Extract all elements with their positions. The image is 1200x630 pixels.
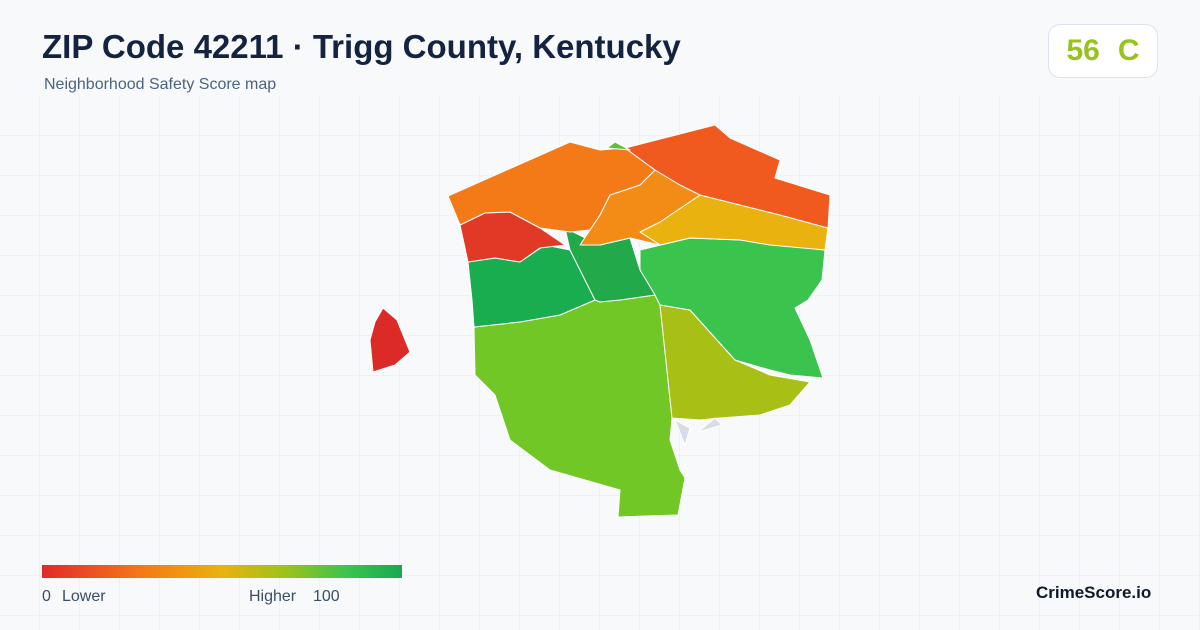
legend-min: 0 <box>42 588 51 605</box>
region <box>447 141 656 233</box>
score-value: 56 <box>1066 34 1100 67</box>
score-badge: 56 C <box>1048 24 1158 78</box>
legend-max: 100 <box>313 588 340 605</box>
region <box>606 141 631 151</box>
legend-gradient <box>42 565 402 578</box>
title: ZIP Code 42211 · Trigg County, Kentucky <box>42 28 681 65</box>
legend-max-label: Higher <box>249 588 297 605</box>
region <box>369 307 411 373</box>
regions <box>369 124 831 518</box>
subtitle: Neighborhood Safety Score map <box>44 76 277 93</box>
score-grade: C <box>1117 34 1140 67</box>
region <box>697 417 723 433</box>
region <box>624 124 831 229</box>
legend-min-label: Lower <box>62 588 106 605</box>
brand: CrimeScore.io <box>1036 583 1152 602</box>
region <box>674 419 691 446</box>
